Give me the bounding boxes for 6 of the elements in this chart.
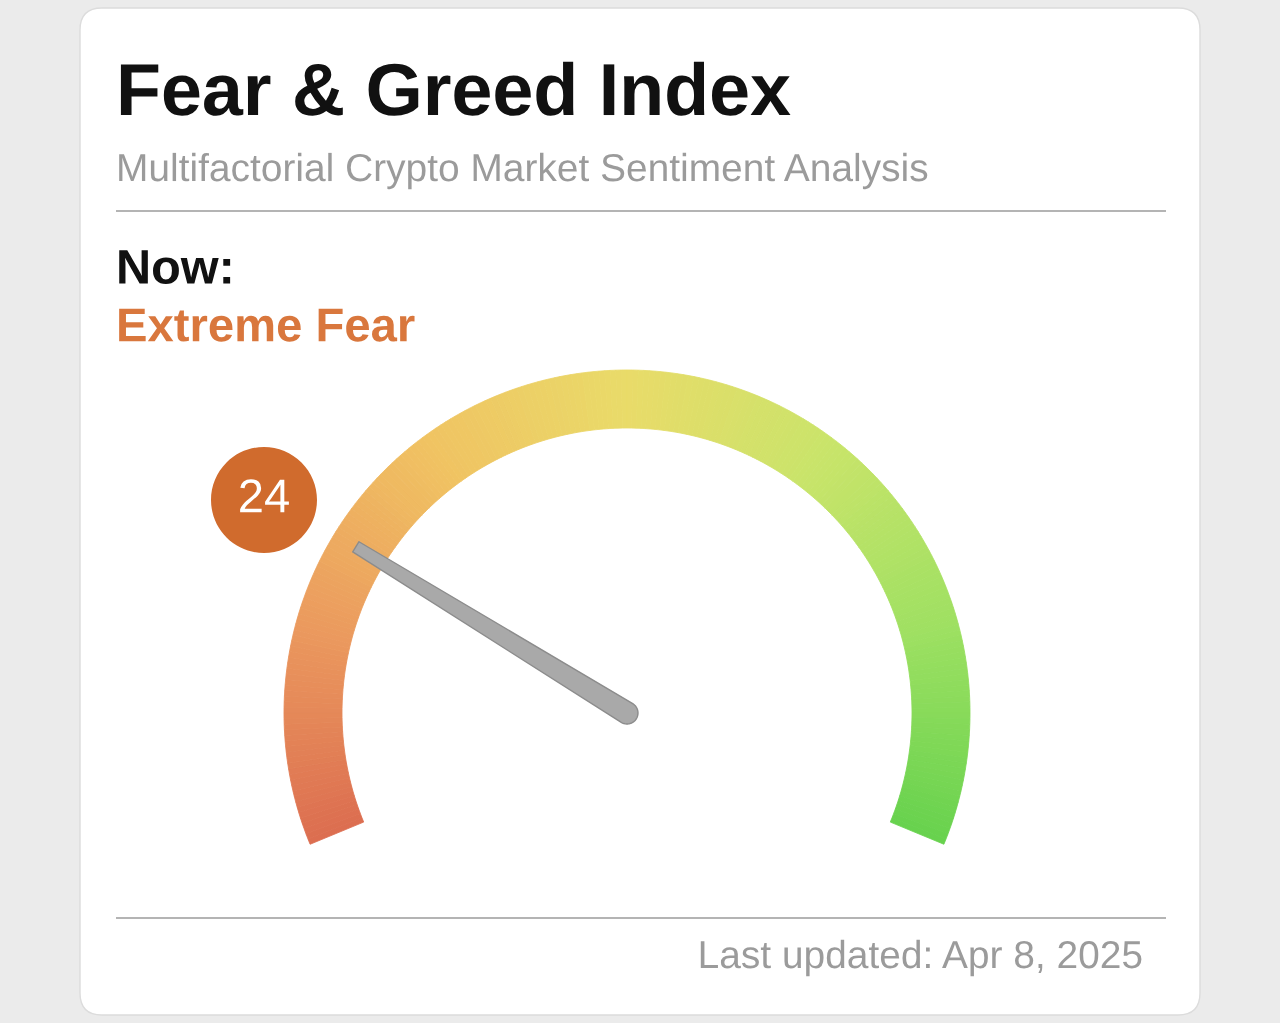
text: Extreme Fear bbox=[119, 308, 415, 342]
text: Fear & Greed Index bbox=[120, 61, 791, 116]
text: Now: bbox=[119, 250, 231, 285]
text: Multifactorial Crypto Market Sentiment Analysis bbox=[119, 152, 928, 190]
text: Last updated: Apr 8, 2025 bbox=[700, 939, 1142, 977]
data-label: 24 bbox=[240, 479, 289, 513]
